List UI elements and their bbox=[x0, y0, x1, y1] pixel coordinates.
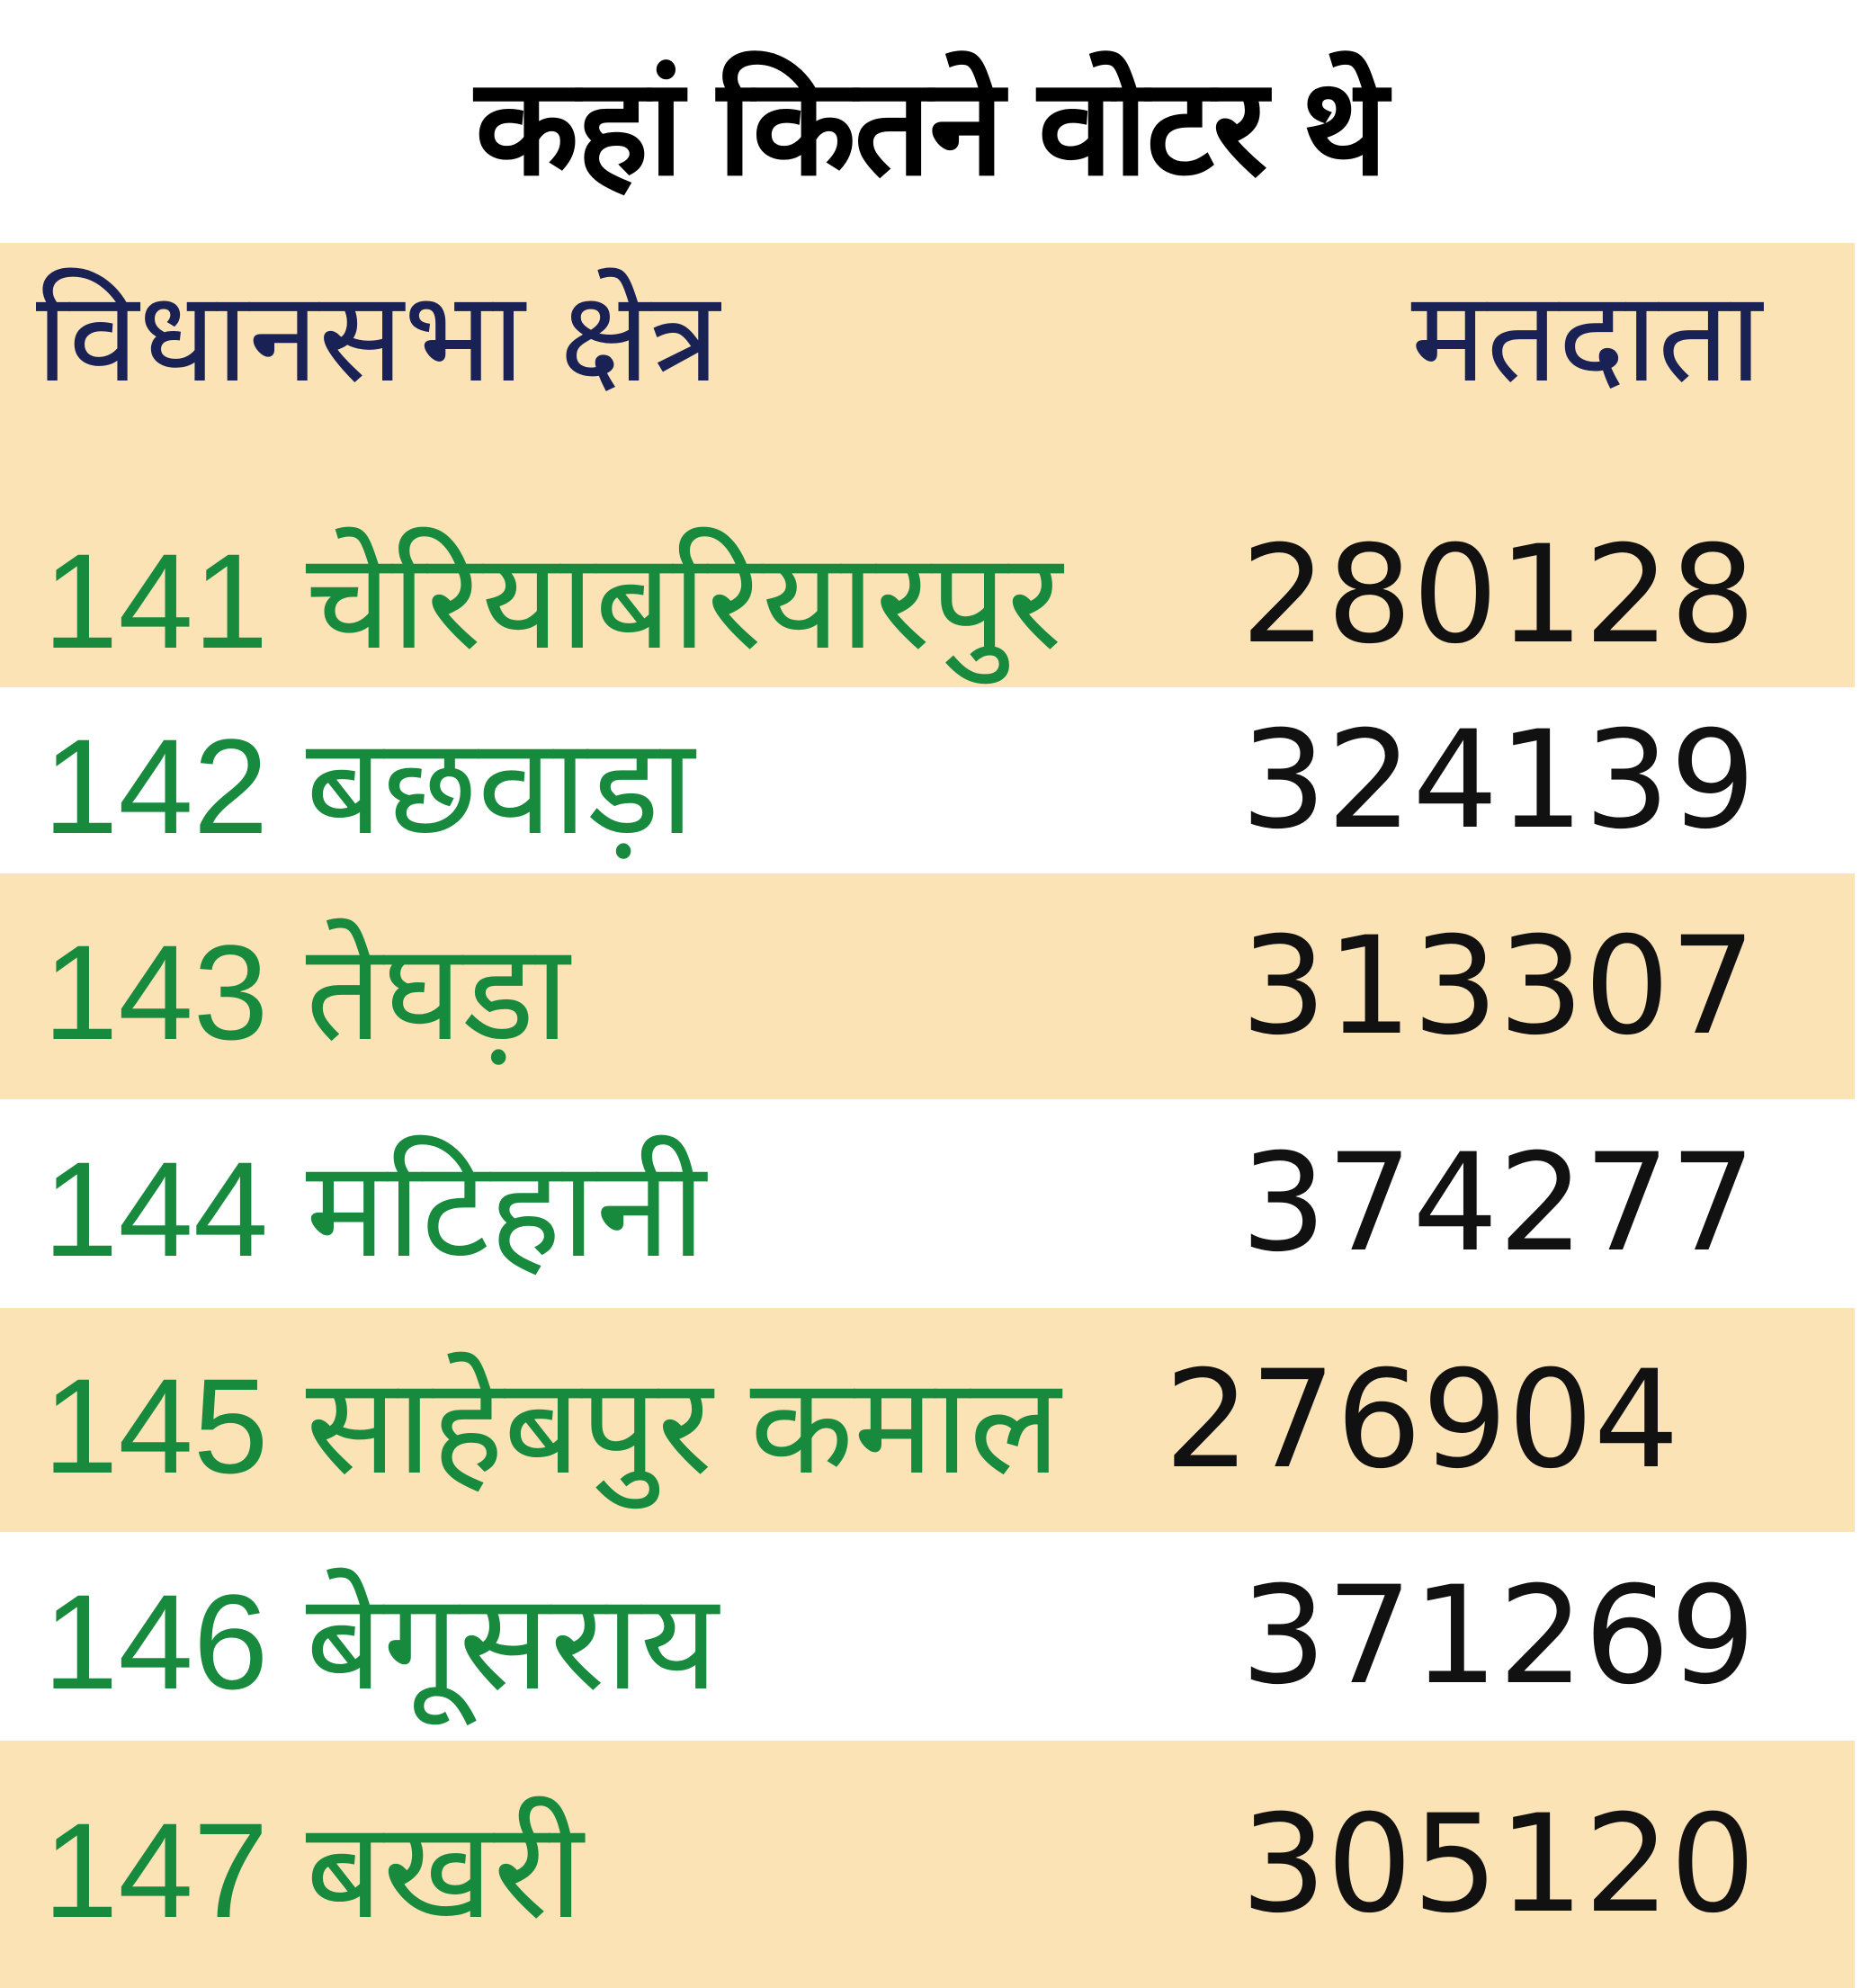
column-header-constituency: विधानसभा क्षेत्र bbox=[36, 266, 720, 407]
column-header-voters: मतदाता bbox=[1410, 266, 1762, 407]
voter-count: 313307 bbox=[1240, 908, 1756, 1065]
table-row: 141 चेरियाबरियारपुर 280128 bbox=[0, 504, 1855, 687]
table-row: 142 बछवाड़ा 324139 bbox=[0, 687, 1855, 873]
table-row: 145 साहेबपुर कमाल 276904 bbox=[0, 1308, 1855, 1532]
table-row: 146 बेगूसराय 371269 bbox=[0, 1532, 1855, 1741]
page-title: कहां कितने वोटर थे bbox=[475, 51, 1388, 202]
table-row: 144 मटिहानी 374277 bbox=[0, 1099, 1855, 1308]
voter-count: 374277 bbox=[1240, 1125, 1756, 1282]
constituency-name: 144 मटिहानी bbox=[43, 1133, 706, 1285]
voter-count: 305120 bbox=[1240, 1786, 1756, 1943]
voter-count: 324139 bbox=[1240, 702, 1756, 859]
table-row: 147 बखरी 305120 bbox=[0, 1741, 1855, 1988]
constituency-name: 146 बेगूसराय bbox=[43, 1566, 719, 1717]
constituency-name: 143 तेघड़ा bbox=[43, 916, 570, 1068]
constituency-name: 147 बखरी bbox=[43, 1794, 584, 1946]
voter-count: 280128 bbox=[1240, 517, 1756, 674]
constituency-name: 142 बछवाड़ा bbox=[43, 710, 695, 862]
constituency-name: 145 साहेबपुर कमाल bbox=[43, 1349, 1061, 1501]
voter-count: 371269 bbox=[1240, 1558, 1756, 1715]
voter-count: 276904 bbox=[1164, 1341, 1679, 1499]
table-row: 143 तेघड़ा 313307 bbox=[0, 873, 1855, 1099]
constituency-name: 141 चेरियाबरियारपुर bbox=[43, 525, 1062, 676]
